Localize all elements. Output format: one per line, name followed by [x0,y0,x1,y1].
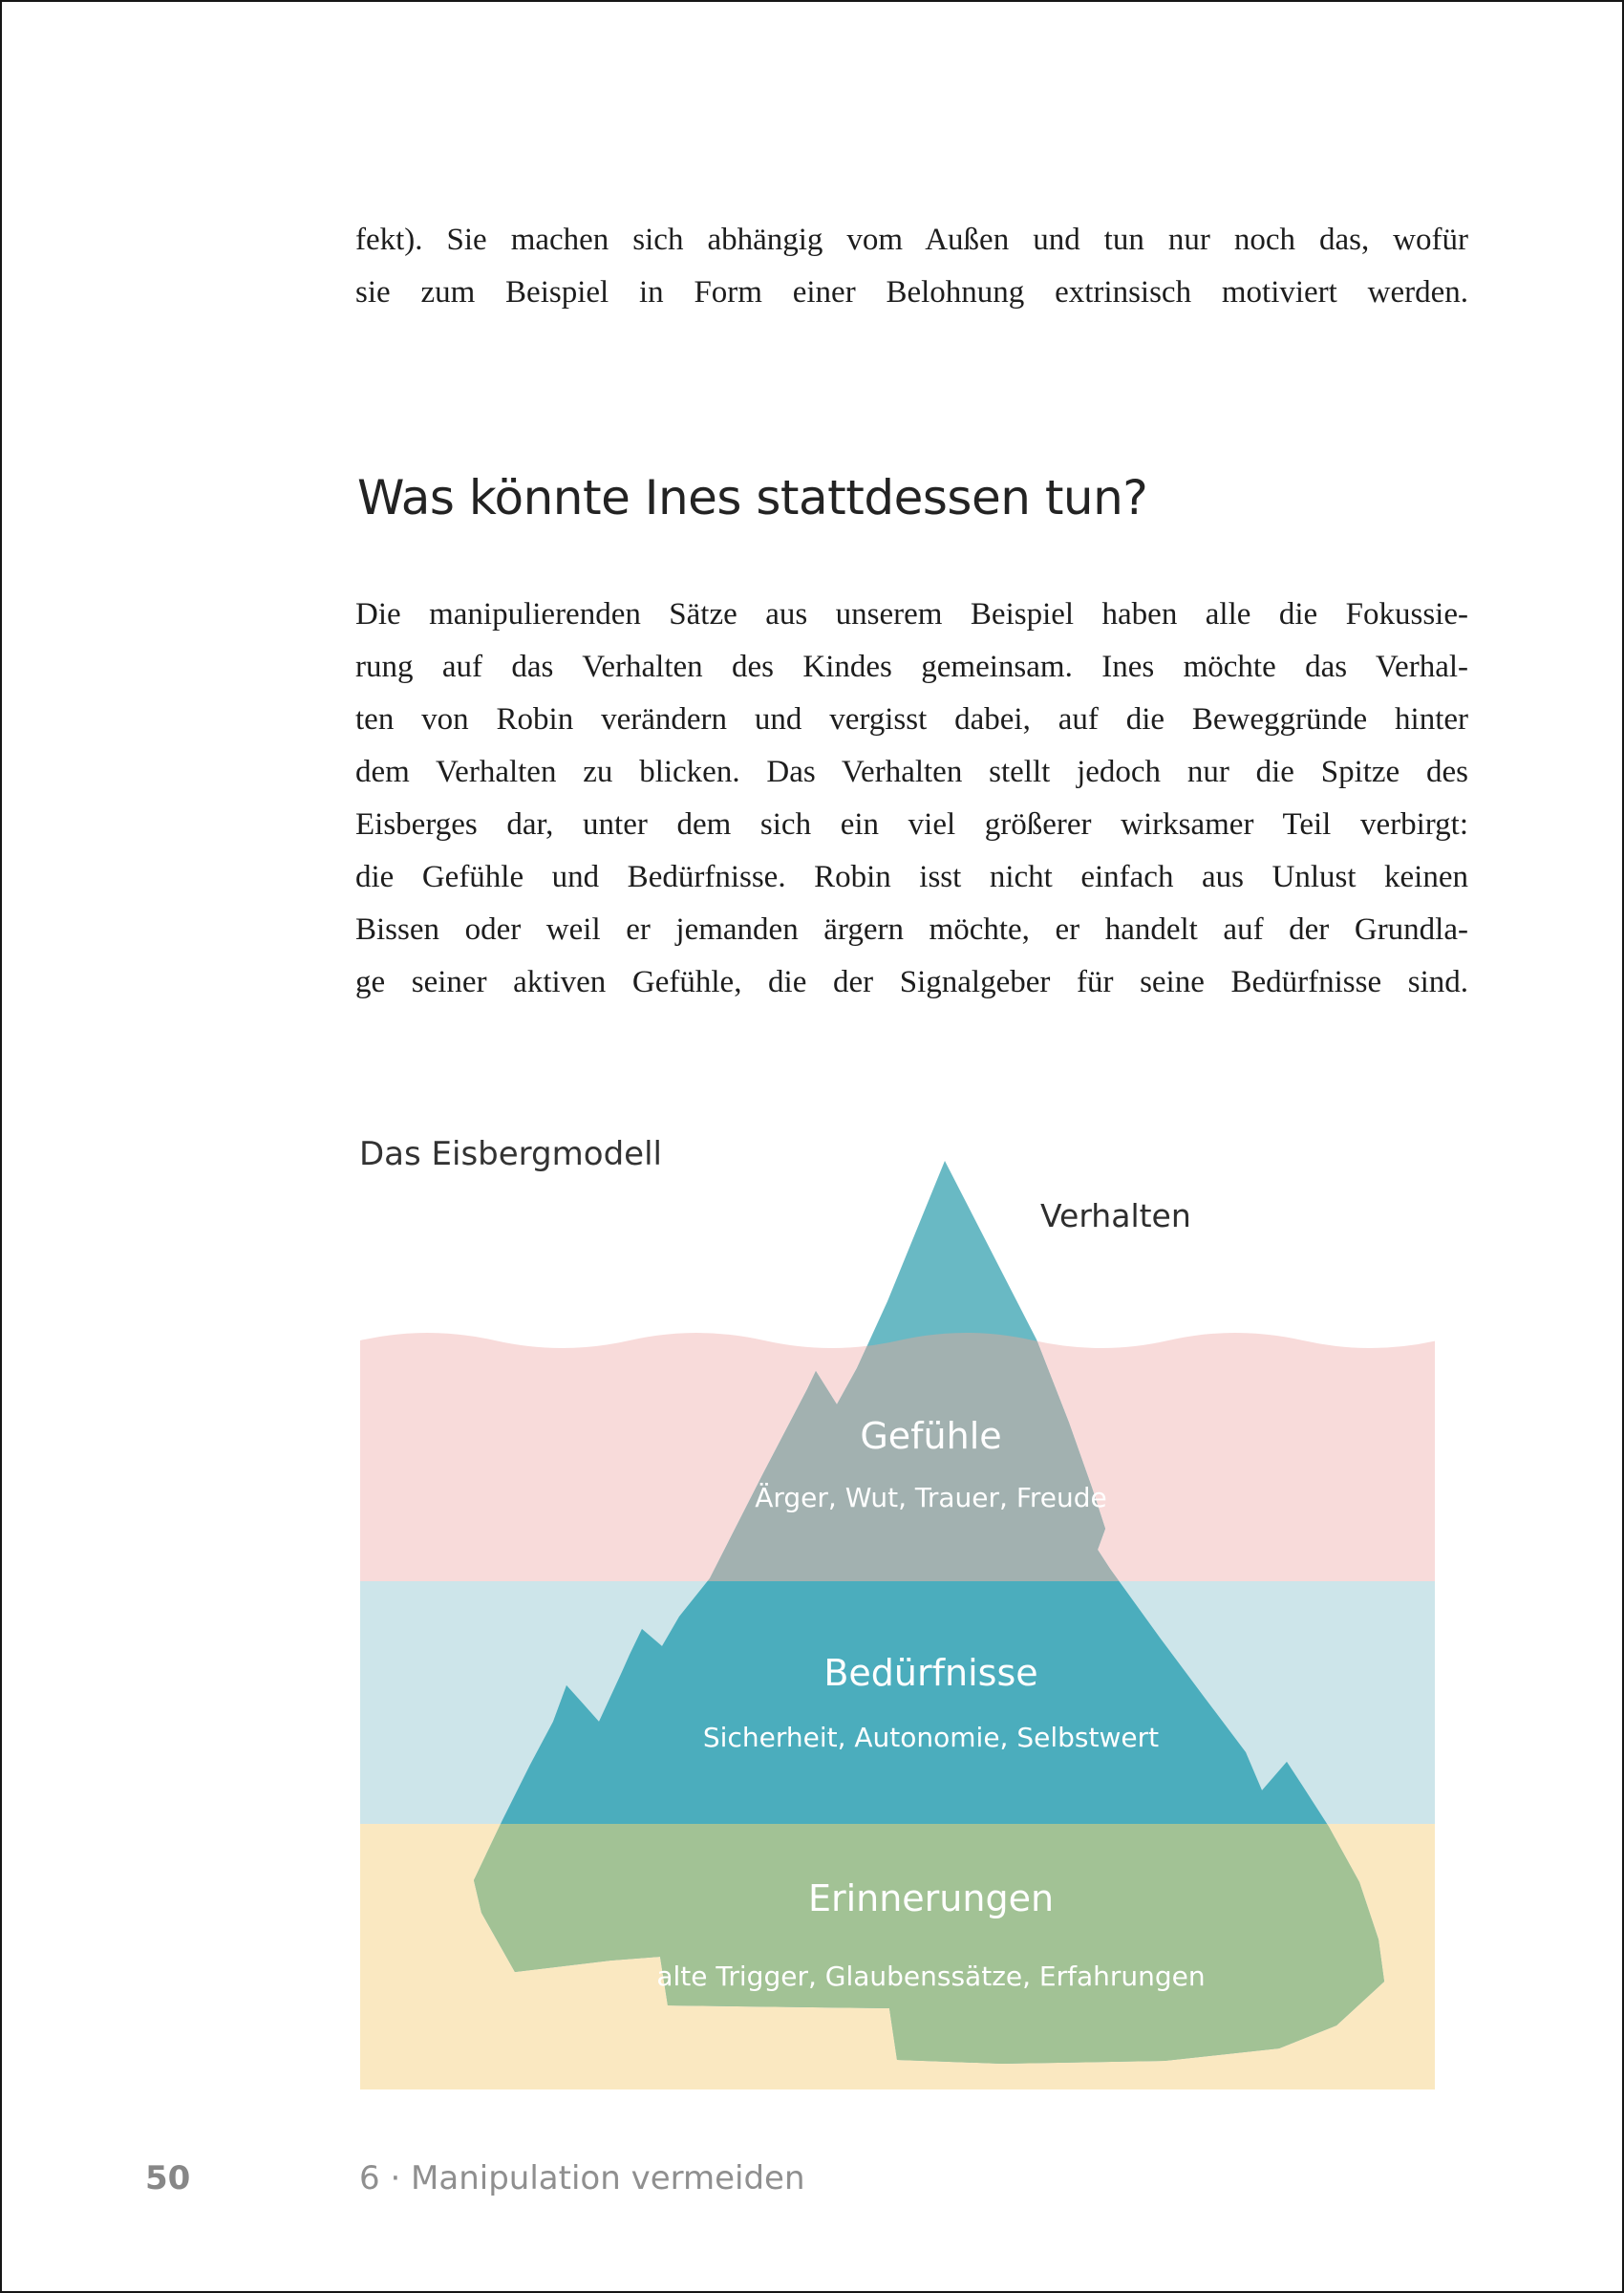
paragraph-line: rung auf das Verhalten des Kindes gemein… [355,650,1468,684]
page-number: 50 [145,2159,191,2197]
diagram-title: Das Eisbergmodell [359,1135,662,1173]
paragraph-line: Die manipulierenden Sätze aus unserem Be… [355,597,1468,632]
paragraph-line: Eisberges dar, unter dem sich ein viel g… [355,807,1468,842]
paragraph-line: dem Verhalten zu blicken. Das Verhalten … [355,755,1468,789]
memories-label: Erinnerungen [807,1877,1055,1919]
paragraph-line: fekt). Sie machen sich abhängig vom Auße… [355,223,1468,257]
behavior-label: Verhalten [1040,1197,1191,1234]
body-paragraph: Die manipulierenden Sätze aus unserem Be… [355,589,1468,1009]
paragraph-line: sie zum Beispiel in Form einer Belohnung… [355,275,1468,310]
paragraph-line: Bissen oder weil er jemanden ärgern möch… [355,912,1468,947]
paragraph-line: ge seiner aktiven Gefühle, die der Signa… [355,965,1468,999]
paragraph-line: die Gefühle und Bedürfnisse. Robin isst … [355,860,1468,894]
iceberg-graphic [360,1161,1435,2089]
needs-label: Bedürfnisse [823,1652,1038,1694]
feelings-examples: Ärger, Wut, Trauer, Freude [755,1482,1107,1513]
feelings-label: Gefühle [860,1415,1002,1457]
section-heading: Was könnte Ines stattdessen tun? [357,470,1148,525]
paragraph-line: ten von Robin verändern und vergisst dab… [355,702,1468,737]
iceberg-diagram: Verhalten Gefühle Ärger, Wut, Trauer, Fr… [360,1144,1435,2089]
needs-examples: Sicherheit, Autonomie, Selbstwert [702,1722,1160,1753]
intro-paragraph: fekt). Sie machen sich abhängig vom Auße… [355,214,1468,319]
memories-examples: alte Trigger, Glaubenssätze, Erfahrungen [656,1961,1206,1992]
chapter-footer: 6 · Manipulation vermeiden [359,2159,805,2197]
